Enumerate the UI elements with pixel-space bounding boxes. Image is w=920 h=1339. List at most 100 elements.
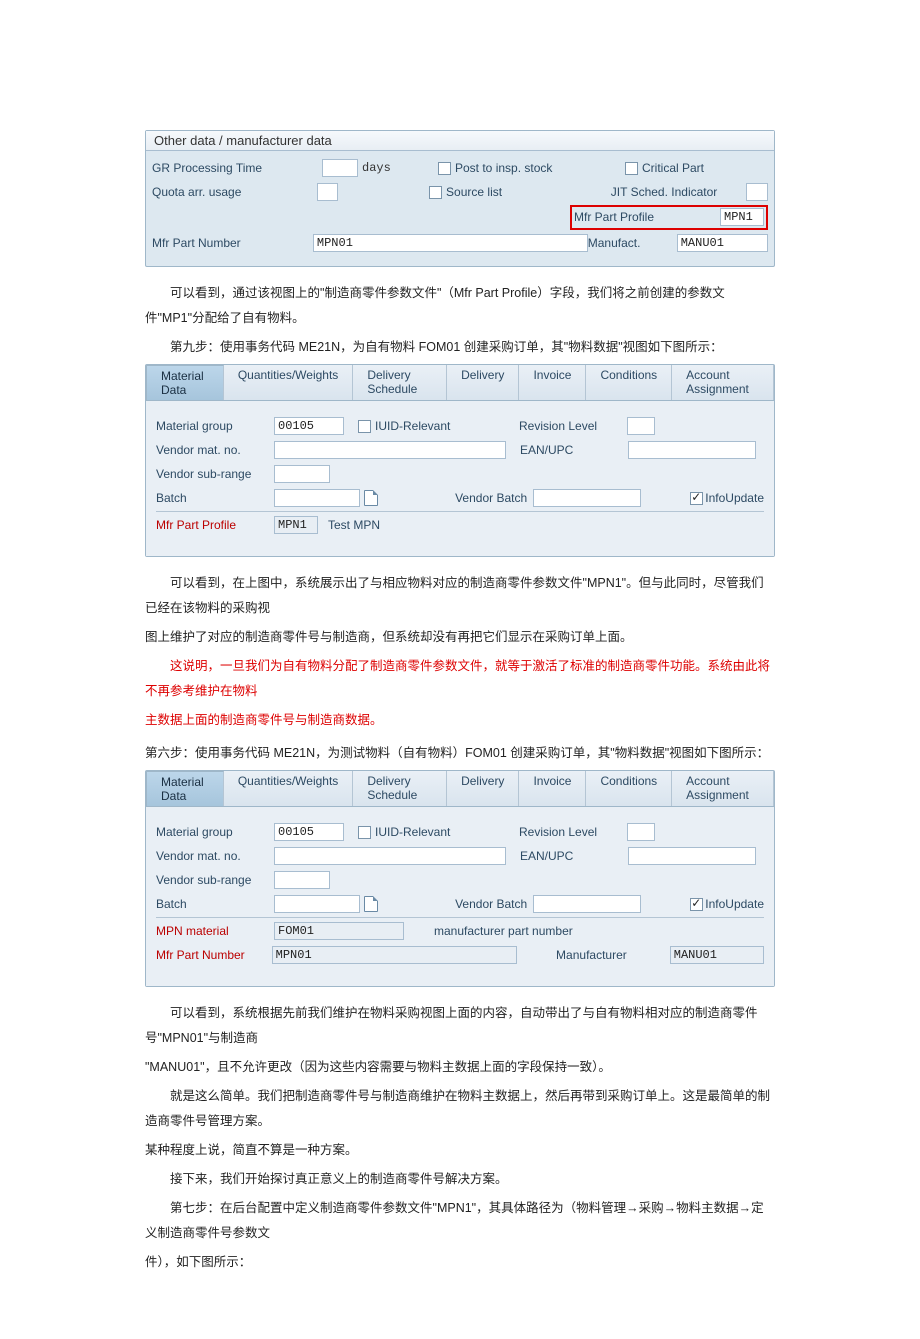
- mfr-part-number-input[interactable]: MPN01: [313, 234, 588, 252]
- material-group-label: Material group: [156, 419, 274, 433]
- para-3b: 图上维护了对应的制造商零件号与制造商，但系统却没有再把它们显示在采购订单上面。: [145, 625, 775, 650]
- ean-upc-input[interactable]: [628, 441, 756, 459]
- iuid-relevant-checkbox[interactable]: [358, 420, 371, 433]
- info-update-checkbox[interactable]: [690, 492, 703, 505]
- tab-delivery-schedule[interactable]: Delivery Schedule: [353, 771, 447, 806]
- mfr-part-number-label: Mfr Part Number: [156, 948, 272, 962]
- batch-create-icon[interactable]: [364, 896, 378, 912]
- panel-title: Other data / manufacturer data: [146, 131, 774, 151]
- info-update-checkbox[interactable]: [690, 898, 703, 911]
- manufacturer-input: MANU01: [670, 946, 764, 964]
- ean-upc-label: EAN/UPC: [520, 849, 628, 863]
- iuid-relevant-label: IUID-Relevant: [375, 825, 519, 839]
- post-insp-stock-label: Post to insp. stock: [455, 161, 625, 175]
- para-3: 可以看到，在上图中，系统展示出了与相应物料对应的制造商零件参数文件"MPN1"。…: [145, 571, 775, 621]
- vendor-batch-input[interactable]: [533, 489, 641, 507]
- gr-processing-time-label: GR Processing Time: [152, 161, 322, 175]
- tab-delivery[interactable]: Delivery: [447, 771, 519, 806]
- ean-upc-input[interactable]: [628, 847, 756, 865]
- tab-invoice[interactable]: Invoice: [519, 365, 586, 400]
- para-1: 可以看到，通过该视图上的"制造商零件参数文件"（Mfr Part Profile…: [145, 281, 775, 331]
- mfr-part-profile-label: Mfr Part Profile: [574, 210, 720, 224]
- mfr-part-profile-input[interactable]: MPN1: [720, 208, 764, 226]
- para-8: 接下来，我们开始探讨真正意义上的制造商零件号解决方案。: [145, 1167, 775, 1192]
- para-4b: 主数据上面的制造商零件号与制造商数据。: [145, 708, 775, 733]
- para-9: 第七步：在后台配置中定义制造商零件参数文件"MPN1"，其具体路径为（物料管理→…: [145, 1196, 775, 1246]
- quota-arr-usage-label: Quota arr. usage: [152, 185, 317, 199]
- tab-conditions[interactable]: Conditions: [586, 771, 672, 806]
- vendor-batch-input[interactable]: [533, 895, 641, 913]
- source-list-label: Source list: [446, 185, 611, 199]
- post-insp-stock-checkbox[interactable]: [438, 162, 451, 175]
- tabs-row: Material Data Quantities/Weights Deliver…: [146, 771, 774, 807]
- days-unit: days: [362, 161, 414, 175]
- tab-account-assignment[interactable]: Account Assignment: [672, 771, 774, 806]
- batch-label: Batch: [156, 897, 274, 911]
- vendor-mat-no-input[interactable]: [274, 847, 506, 865]
- mpn-material-desc: manufacturer part number: [434, 924, 573, 938]
- batch-input[interactable]: [274, 489, 360, 507]
- manufacturer-data-panel: Other data / manufacturer data GR Proces…: [145, 130, 775, 267]
- batch-label: Batch: [156, 491, 274, 505]
- para-9b: 件），如下图所示：: [145, 1250, 775, 1275]
- revision-level-label: Revision Level: [519, 419, 627, 433]
- material-group-input[interactable]: 00105: [274, 417, 344, 435]
- vendor-sub-range-input[interactable]: [274, 465, 330, 483]
- material-group-input[interactable]: 00105: [274, 823, 344, 841]
- mfr-profile-highlight: Mfr Part Profile MPN1: [570, 205, 768, 230]
- manufact-label: Manufact.: [588, 236, 677, 250]
- iuid-relevant-label: IUID-Relevant: [375, 419, 519, 433]
- vendor-mat-no-label: Vendor mat. no.: [156, 849, 274, 863]
- mfr-part-profile-input: MPN1: [274, 516, 318, 534]
- tab-quantities-weights[interactable]: Quantities/Weights: [224, 771, 354, 806]
- mfr-part-number-input: MPN01: [272, 946, 517, 964]
- tab-material-data[interactable]: Material Data: [146, 365, 224, 400]
- tab-conditions[interactable]: Conditions: [586, 365, 672, 400]
- tab-delivery[interactable]: Delivery: [447, 365, 519, 400]
- para-7b: 某种程度上说，简直不算是一种方案。: [145, 1138, 775, 1163]
- po-material-data-panel-2: Material Data Quantities/Weights Deliver…: [145, 770, 775, 987]
- batch-create-icon[interactable]: [364, 490, 378, 506]
- info-update-label: InfoUpdate: [705, 897, 764, 911]
- ean-upc-label: EAN/UPC: [520, 443, 628, 457]
- tab-quantities-weights[interactable]: Quantities/Weights: [224, 365, 354, 400]
- critical-part-label: Critical Part: [642, 161, 704, 175]
- tabs-row: Material Data Quantities/Weights Deliver…: [146, 365, 774, 401]
- vendor-sub-range-input[interactable]: [274, 871, 330, 889]
- revision-level-input[interactable]: [627, 417, 655, 435]
- info-update-label: InfoUpdate: [705, 491, 764, 505]
- gr-processing-time-input[interactable]: [322, 159, 358, 177]
- iuid-relevant-checkbox[interactable]: [358, 826, 371, 839]
- vendor-batch-label: Vendor Batch: [427, 491, 527, 505]
- batch-input[interactable]: [274, 895, 360, 913]
- tab-invoice[interactable]: Invoice: [519, 771, 586, 806]
- po-material-data-panel-1: Material Data Quantities/Weights Deliver…: [145, 364, 775, 557]
- para-4: 这说明，一旦我们为自有物料分配了制造商零件参数文件，就等于激活了标准的制造商零件…: [145, 654, 775, 704]
- revision-level-input[interactable]: [627, 823, 655, 841]
- para-6: 可以看到，系统根据先前我们维护在物料采购视图上面的内容，自动带出了与自有物料相对…: [145, 1001, 775, 1051]
- jit-sched-label: JIT Sched. Indicator: [611, 185, 747, 199]
- vendor-sub-range-label: Vendor sub-range: [156, 467, 274, 481]
- tab-delivery-schedule[interactable]: Delivery Schedule: [353, 365, 447, 400]
- jit-sched-input[interactable]: [746, 183, 768, 201]
- source-list-checkbox[interactable]: [429, 186, 442, 199]
- manufact-input[interactable]: MANU01: [677, 234, 768, 252]
- manufacturer-label: Manufacturer: [556, 948, 670, 962]
- para-6b: "MANU01"，且不允许更改（因为这些内容需要与物料主数据上面的字段保持一致）…: [145, 1055, 775, 1080]
- tab-account-assignment[interactable]: Account Assignment: [672, 365, 774, 400]
- tab-material-data[interactable]: Material Data: [146, 771, 224, 806]
- mpn-material-label: MPN material: [156, 924, 274, 938]
- material-group-label: Material group: [156, 825, 274, 839]
- para-2: 第九步：使用事务代码 ME21N，为自有物料 FOM01 创建采购订单，其"物料…: [145, 335, 775, 360]
- vendor-batch-label: Vendor Batch: [427, 897, 527, 911]
- para-5: 第六步：使用事务代码 ME21N，为测试物料（自有物料）FOM01 创建采购订单…: [145, 741, 775, 766]
- vendor-mat-no-input[interactable]: [274, 441, 506, 459]
- quota-arr-usage-input[interactable]: [317, 183, 339, 201]
- vendor-mat-no-label: Vendor mat. no.: [156, 443, 274, 457]
- vendor-sub-range-label: Vendor sub-range: [156, 873, 274, 887]
- revision-level-label: Revision Level: [519, 825, 627, 839]
- mpn-material-input: FOM01: [274, 922, 404, 940]
- critical-part-checkbox[interactable]: [625, 162, 638, 175]
- mfr-part-profile-desc: Test MPN: [328, 518, 380, 532]
- mfr-part-profile-label: Mfr Part Profile: [156, 518, 274, 532]
